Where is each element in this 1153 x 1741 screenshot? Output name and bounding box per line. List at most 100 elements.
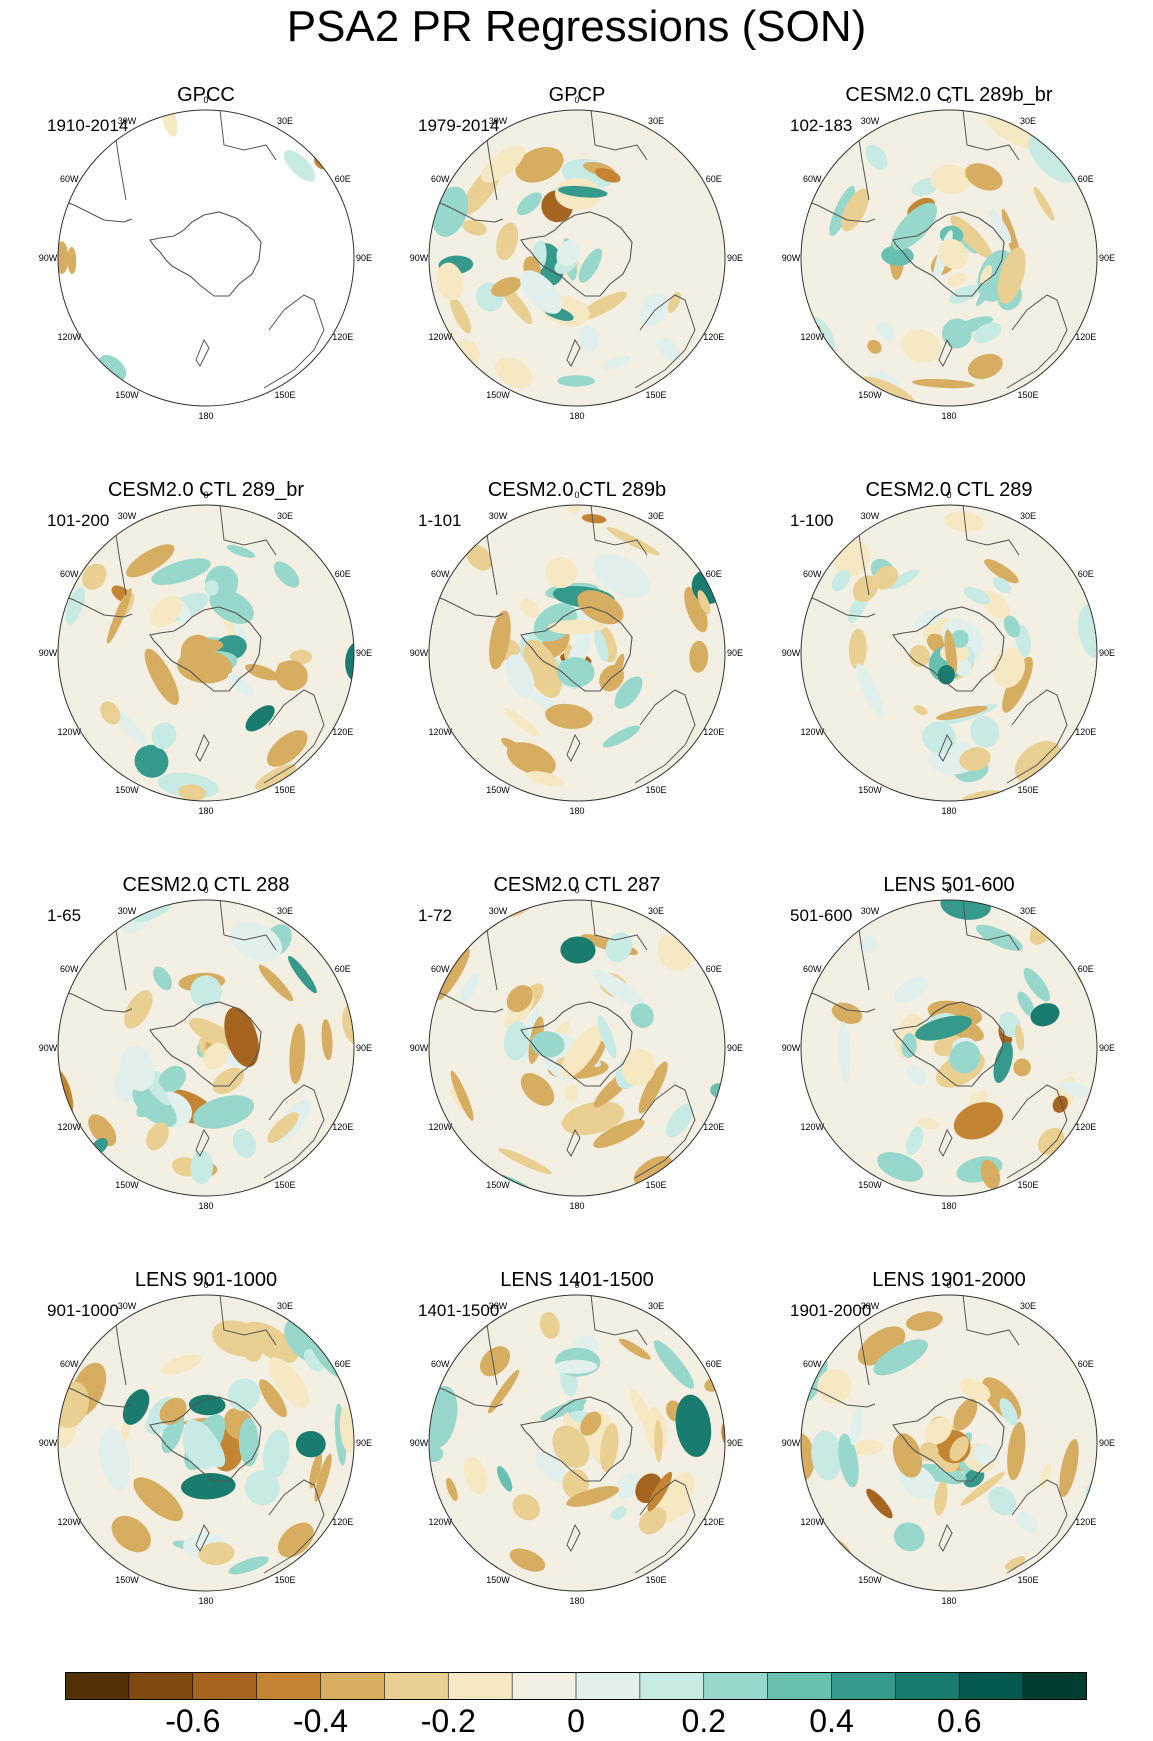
anomaly-contour: [151, 558, 211, 585]
anomaly-contour: [973, 322, 1002, 344]
longitude-label: 120E: [1075, 1122, 1096, 1132]
longitude-label: 150E: [274, 390, 295, 400]
polar-map: 0 30E 60E 90E 120E 150E 180 150W 120W 90W 60W 30W: [410, 885, 743, 1211]
polar-map: 0 30E 60E 90E 120E 150E 180 150W 120W 90W 60W 30W: [410, 490, 743, 816]
new-zealand-coastline: [566, 1523, 581, 1552]
anomaly-contour: [158, 1065, 186, 1094]
anomaly-contour: [893, 1522, 925, 1552]
anomaly-contour: [1052, 1095, 1068, 1113]
colorbar-swatch: [65, 1672, 130, 1700]
anomaly-contour: [557, 375, 595, 387]
anomaly-contour: [592, 553, 651, 598]
new-zealand-coastline: [938, 338, 953, 367]
anomaly-contour: [665, 1103, 694, 1138]
longitude-label: 180: [569, 1596, 584, 1606]
anomaly-contour: [203, 1042, 229, 1070]
panel-period: 1401-1500: [418, 1301, 500, 1320]
longitude-label: 90W: [410, 1438, 429, 1448]
anomaly-contour: [520, 270, 562, 314]
anomaly-contour: [539, 1312, 560, 1339]
anomaly-contour: [1003, 615, 1021, 638]
antarctica-coastline: [892, 606, 1005, 692]
longitude-label: 60E: [335, 174, 351, 184]
map-border: [428, 109, 726, 407]
anomaly-contour: [639, 1507, 667, 1535]
panel-period: 1-101: [418, 511, 462, 530]
anomaly-contour: [244, 1470, 280, 1506]
anomaly-contour: [321, 1019, 333, 1061]
anomaly-contour: [1059, 1439, 1079, 1497]
polar-map: 0 30E 60E 90E 120E 150E 180 150W 120W 90W 60W 30W: [782, 490, 1115, 816]
longitude-label: 60W: [431, 174, 450, 184]
longitude-label: 30E: [1020, 906, 1036, 916]
anomaly-contour: [881, 245, 914, 266]
anomaly-contour: [509, 1548, 546, 1572]
anomaly-contour: [901, 329, 941, 363]
anomaly-contour: [520, 1073, 555, 1106]
map-border: [428, 899, 726, 1197]
anomaly-contour: [610, 1506, 627, 1520]
map-panel: 0 30E 60E 90E 120E 150E 180 150W 120W 90W 60W 30W CE…: [757, 465, 1141, 860]
anomaly-contour: [204, 580, 219, 596]
longitude-label: 90E: [356, 648, 372, 658]
anomaly-contour: [960, 1471, 1006, 1506]
anomaly-contour: [465, 544, 493, 571]
longitude-label: 60E: [1078, 569, 1094, 579]
anomaly-contour: [831, 1002, 863, 1024]
longitude-label: 90E: [1099, 1043, 1115, 1053]
anomaly-contour: [950, 215, 993, 259]
anomaly-contour: [495, 357, 533, 389]
anomaly-contour: [963, 586, 991, 605]
anomaly-contour: [244, 663, 279, 681]
map-border: [800, 109, 1098, 407]
anomaly-contour: [653, 1340, 695, 1389]
anomaly-contour: [967, 353, 1003, 379]
anomaly-contour: [888, 569, 920, 590]
longitude-label: 60E: [706, 1359, 722, 1369]
antarctica-coastline: [520, 606, 633, 692]
anomaly-contour: [480, 1346, 510, 1377]
anomaly-contour: [88, 1114, 117, 1147]
longitude-label: 150E: [645, 1575, 666, 1585]
longitude-label: 90W: [782, 1043, 801, 1053]
anomaly-contour: [603, 355, 631, 370]
longitude-label: 90W: [39, 648, 58, 658]
anomaly-contour: [993, 577, 1012, 594]
longitude-label: 90W: [39, 1438, 58, 1448]
anomaly-contour: [267, 1112, 299, 1143]
panel-period: 501-600: [790, 906, 853, 925]
anomaly-contour: [289, 1023, 306, 1085]
australia-coastline: [1006, 1084, 1068, 1179]
anomaly-contour: [684, 586, 708, 633]
anomaly-contour: [561, 1101, 625, 1135]
anomaly-contour: [99, 1427, 131, 1491]
anomaly-contour: [111, 1515, 151, 1553]
longitude-label: 0: [946, 1280, 951, 1290]
longitude-label: 150W: [858, 1575, 882, 1585]
anomaly-contour: [503, 1021, 530, 1061]
anomaly-contour: [100, 701, 121, 725]
new-zealand-coastline: [195, 1523, 210, 1552]
longitude-label: 120E: [703, 727, 724, 737]
longitude-label: 120W: [57, 727, 81, 737]
colorbar-swatch: [1023, 1672, 1087, 1700]
longitude-label: 180: [941, 806, 956, 816]
longitude-label: 90W: [410, 648, 429, 658]
anomaly-contour: [1007, 1421, 1026, 1481]
antarctica-coastline: [149, 211, 262, 297]
anomaly-contour: [545, 703, 593, 729]
anomaly-contour: [259, 1379, 287, 1418]
anomaly-contour: [614, 676, 643, 709]
map-panel: 0 30E 60E 90E 120E 150E 180 150W 120W 90W 60W 30W GP…: [385, 70, 769, 465]
anomaly-contour: [838, 1433, 859, 1488]
longitude-label: 150W: [115, 1575, 139, 1585]
anomaly-contour: [689, 640, 709, 673]
longitude-label: 60E: [1078, 174, 1094, 184]
colorbar-swatch: [959, 1672, 1024, 1700]
anomaly-contour: [946, 272, 967, 287]
australia-coastline: [1006, 1479, 1068, 1574]
antarctica-coastline: [149, 1396, 262, 1482]
colorbar-swatch: [384, 1672, 449, 1700]
longitude-label: 180: [198, 1201, 213, 1211]
longitude-label: 90E: [727, 1043, 743, 1053]
